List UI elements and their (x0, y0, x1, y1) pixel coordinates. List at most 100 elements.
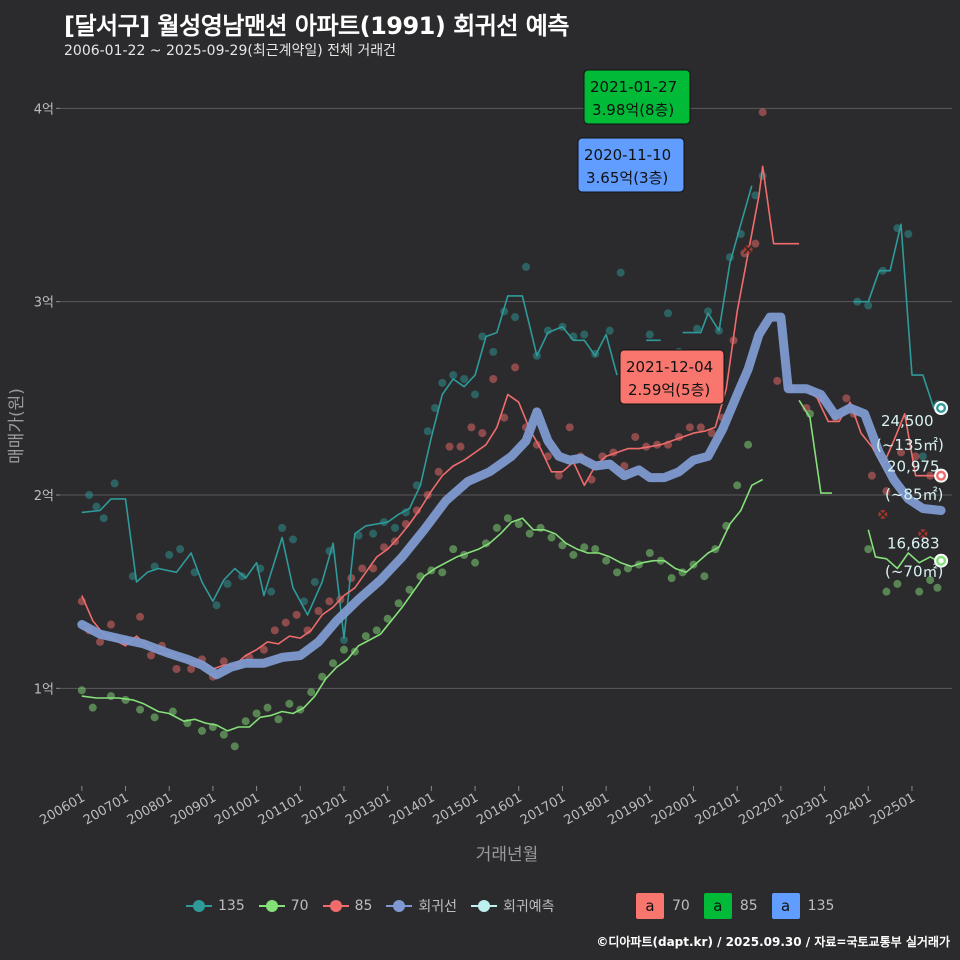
point-70 (547, 533, 556, 542)
legend-item-70: 70 (258, 898, 309, 914)
point-85 (707, 429, 716, 438)
point-70 (263, 703, 272, 712)
point-135 (85, 491, 94, 499)
point-70 (197, 726, 206, 735)
flag-cross (878, 509, 888, 519)
point-135 (522, 262, 531, 271)
point-70 (372, 626, 381, 635)
annotation-1: 2020-11-10 3.65억(3층) (577, 137, 685, 193)
forecast-point-core (938, 473, 944, 479)
point-70 (285, 699, 294, 708)
point-135 (918, 452, 927, 461)
y-axis-label: 매매가(원) (7, 388, 27, 464)
x-axis-label: 거래년월 (476, 845, 539, 865)
point-85 (325, 597, 334, 606)
point-70 (536, 523, 545, 532)
legend-swatch: a (771, 893, 800, 919)
line-70 (867, 529, 942, 570)
x-tick-label: 202101 (693, 790, 743, 828)
point-85 (478, 429, 487, 438)
legend-box-item-85: a 85 (703, 893, 758, 919)
point-135 (278, 523, 287, 532)
chart-subtitle: 2006-01-22 ~ 2025-09-29(최근계약일) 전체 거래건 (64, 43, 396, 59)
point-70 (77, 686, 86, 695)
point-135 (478, 332, 487, 341)
forecast-value-label: 20,975 (887, 458, 940, 476)
point-85 (147, 651, 156, 660)
point-135 (471, 390, 480, 399)
line-135 (81, 295, 618, 639)
point-70 (150, 713, 159, 722)
line-135 (853, 223, 942, 409)
point-135 (864, 301, 873, 310)
point-70 (591, 545, 600, 554)
x-tick-label: 202501 (867, 790, 917, 828)
point-70 (558, 541, 567, 550)
point-85 (911, 452, 920, 461)
legend-box-item-135: a 135 (771, 893, 835, 919)
point-135 (92, 502, 101, 511)
point-70 (893, 579, 902, 588)
chart-title: [달서구] 월성영남맨션 아파트(1991) 회귀선 예측 (64, 12, 569, 40)
point-135 (212, 601, 221, 610)
point-135 (390, 523, 399, 532)
point-70 (394, 599, 403, 608)
regression-layer (77, 312, 946, 680)
legend-key (186, 898, 212, 914)
point-85 (631, 433, 640, 441)
x-tick-label: 201701 (518, 790, 568, 828)
point-135 (645, 330, 654, 339)
forecast-layer: 24,500 (~135㎡) 20,975 (~85㎡) 16,683 (~70㎡) (876, 401, 949, 581)
legend-item-135: 135 (186, 898, 245, 914)
point-70 (667, 574, 676, 583)
point-135 (190, 568, 199, 577)
point-70 (339, 645, 348, 654)
point-85 (897, 448, 906, 457)
point-85 (565, 423, 574, 432)
x-tick-label: 200601 (37, 790, 87, 828)
point-135 (423, 427, 432, 436)
point-70 (503, 514, 512, 523)
point-70 (438, 568, 447, 577)
points-layer (77, 108, 942, 751)
point-85 (136, 612, 145, 621)
annotation-box (583, 69, 691, 125)
y-tick-label: 2억 (34, 489, 54, 504)
forecast-point-core (938, 558, 944, 564)
line-85 (81, 165, 800, 670)
lines-layer (81, 165, 942, 732)
point-135 (460, 375, 469, 383)
annotation-0: 2021-01-27 3.98억(8층) (583, 69, 691, 125)
point-85 (358, 564, 367, 573)
annotation-price: 3.98억(8층) (592, 101, 674, 119)
point-85 (685, 423, 694, 432)
point-85 (511, 363, 520, 372)
x-tick-label: 201301 (343, 790, 393, 828)
point-85 (758, 108, 767, 117)
x-tick-label: 202001 (649, 790, 699, 828)
x-tick-label: 201101 (256, 790, 306, 828)
point-135 (704, 307, 713, 316)
legend-key (322, 898, 349, 914)
legend-label: 회귀선 (418, 899, 458, 915)
point-70 (933, 583, 942, 592)
point-70 (88, 703, 97, 712)
legend-item-회귀선: 회귀선 (386, 896, 457, 916)
legend-label: 135 (807, 898, 835, 914)
point-70 (449, 545, 458, 554)
annotation-box (619, 349, 725, 405)
point-70 (926, 576, 935, 585)
point-85 (467, 423, 476, 432)
flag-cross (743, 244, 753, 254)
x-tick-label: 201001 (212, 790, 262, 828)
point-70 (744, 440, 753, 449)
point-85 (842, 394, 851, 403)
point-70 (514, 520, 523, 528)
point-135 (489, 347, 498, 356)
x-tick-label: 200701 (81, 790, 131, 828)
point-85 (219, 657, 228, 666)
x-axis: 2006012007012008012009012010012011012012… (37, 786, 918, 828)
point-135 (758, 172, 767, 180)
point-85 (369, 564, 378, 573)
x-tick-label: 202401 (824, 790, 874, 828)
